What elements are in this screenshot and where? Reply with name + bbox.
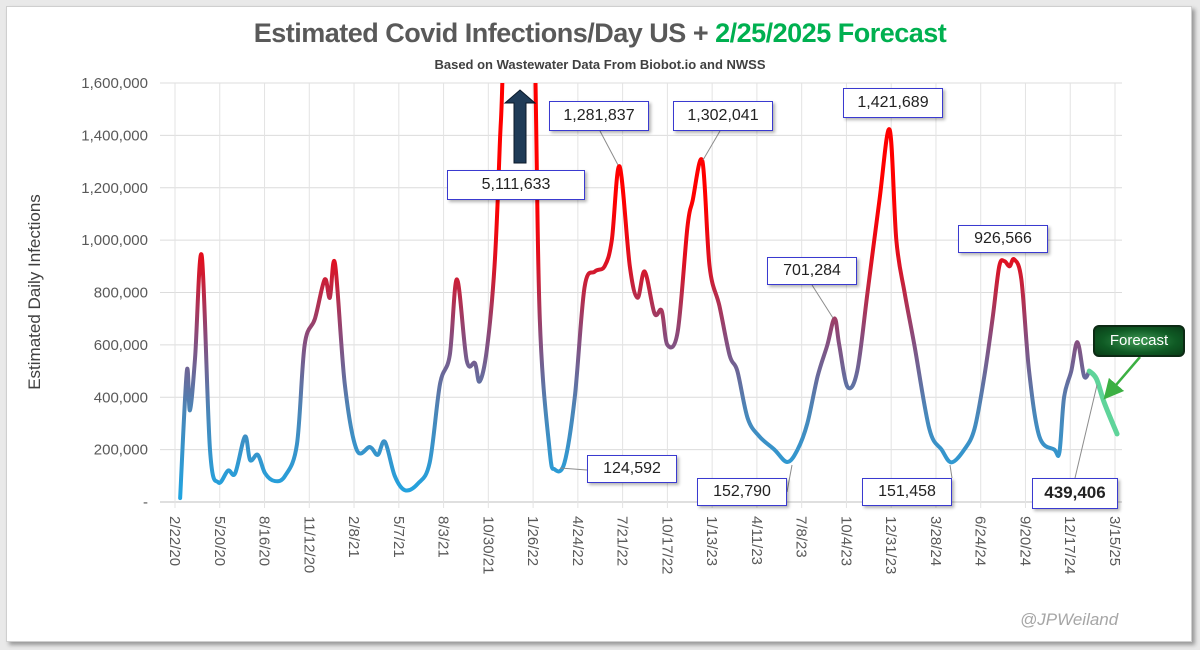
leader-line <box>786 464 793 493</box>
x-tick-label: 1/26/22 <box>524 516 541 566</box>
annotation-low-151458: 151,458 <box>862 478 952 506</box>
annotation-peak-5111633: 5,111,633 <box>447 170 585 200</box>
x-tick-label: 10/4/23 <box>837 516 854 566</box>
leader-line <box>599 130 619 166</box>
y-tick-label: 1,600,000 <box>81 75 148 92</box>
x-tick-label: 7/8/23 <box>793 516 810 558</box>
x-tick-label: 5/7/21 <box>390 516 407 558</box>
annotation-peak-926566: 926,566 <box>958 225 1048 253</box>
leader-line <box>1074 384 1098 479</box>
x-tick-label: 7/21/22 <box>614 516 631 566</box>
leader-line <box>559 467 588 471</box>
forecast-arrow-icon <box>1103 356 1141 400</box>
y-tick-label: 1,000,000 <box>81 232 148 249</box>
chart-subtitle: Based on Wastewater Data From Biobot.io … <box>434 57 766 72</box>
y-tick-label: 800,000 <box>94 285 148 302</box>
annotation-peak-1302041: 1,302,041 <box>673 101 773 131</box>
x-tick-label: 8/3/21 <box>435 516 452 558</box>
off-scale-arrow-icon <box>503 89 537 164</box>
x-tick-label: 5/20/20 <box>211 516 228 566</box>
x-tick-label: 3/28/24 <box>927 516 944 566</box>
annotation-peak-1421689: 1,421,689 <box>843 88 943 118</box>
x-tick-label: 10/30/21 <box>479 516 496 574</box>
y-tick-label: 1,200,000 <box>81 180 148 197</box>
credit-text: @JPWeiland <box>1020 610 1119 629</box>
y-tick-label: 600,000 <box>94 337 148 354</box>
x-tick-label: 4/24/22 <box>569 516 586 566</box>
x-tick-label: 3/15/25 <box>1106 516 1123 566</box>
x-tick-label: 12/17/24 <box>1061 516 1078 574</box>
leader-line <box>949 464 953 479</box>
x-tick-label: 12/31/23 <box>882 516 899 574</box>
leader-line <box>811 284 834 319</box>
x-tick-label: 2/22/20 <box>166 516 183 566</box>
annotation-peak-701284: 701,284 <box>767 257 857 285</box>
x-tick-label: 6/24/24 <box>972 516 989 566</box>
series-line-forecast <box>1086 368 1120 437</box>
x-tick-label: 1/13/23 <box>703 516 720 566</box>
series-line-infections <box>178 83 1092 501</box>
annotation-low-124592: 124,592 <box>587 455 677 483</box>
x-tick-label: 10/17/22 <box>658 516 675 574</box>
y-tick-label: 200,000 <box>94 442 148 459</box>
x-tick-label: 4/11/23 <box>748 516 765 565</box>
x-tick-label: 8/16/20 <box>256 516 273 566</box>
leader-line <box>702 130 721 161</box>
x-tick-label: 11/12/20 <box>300 516 317 573</box>
annotation-current-439406: 439,406 <box>1032 478 1118 509</box>
chart-title-forecast: 2/25/2025 Forecast <box>715 18 947 48</box>
x-tick-label: 2/8/21 <box>345 516 362 558</box>
y-tick-label: 400,000 <box>94 389 148 406</box>
y-tick-label: - <box>143 494 148 511</box>
annotation-peak-1281837: 1,281,837 <box>549 101 649 131</box>
forecast-badge: Forecast <box>1093 325 1185 357</box>
x-tick-label: 9/20/24 <box>1016 516 1033 566</box>
y-tick-label: 1,400,000 <box>81 127 148 144</box>
chart-title: Estimated Covid Infections/Day US + 2/25… <box>253 18 947 48</box>
annotation-low-152790: 152,790 <box>697 478 787 506</box>
